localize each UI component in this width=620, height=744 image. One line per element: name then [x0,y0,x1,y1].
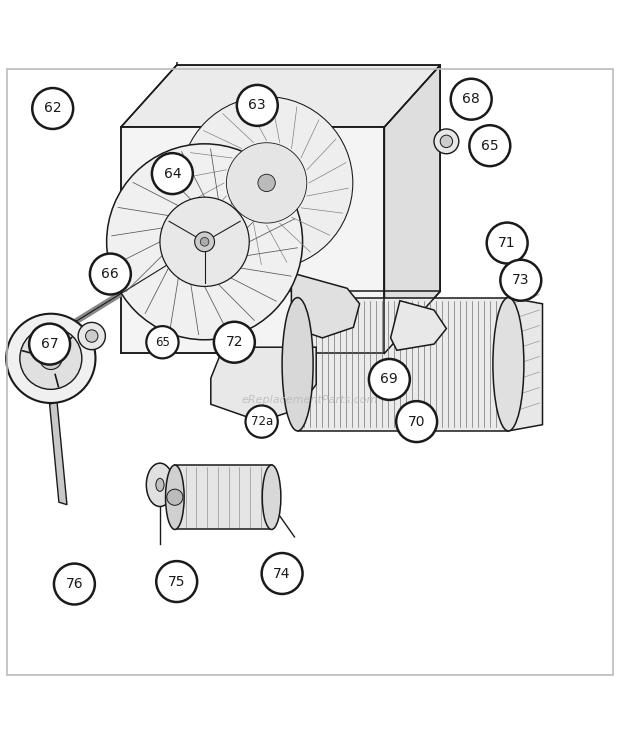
Circle shape [214,321,255,362]
Circle shape [237,85,278,126]
Text: 72a: 72a [250,415,273,428]
Text: 73: 73 [512,273,529,287]
Polygon shape [121,65,440,127]
Polygon shape [211,347,316,422]
Text: 71: 71 [498,236,516,250]
Ellipse shape [156,478,164,491]
Circle shape [500,260,541,301]
Polygon shape [175,465,272,530]
Polygon shape [50,402,67,504]
Text: 64: 64 [164,167,181,181]
Circle shape [40,347,62,370]
Circle shape [258,174,275,191]
Polygon shape [391,301,446,350]
Circle shape [262,553,303,594]
Circle shape [246,405,278,437]
Circle shape [152,153,193,194]
Ellipse shape [262,465,281,530]
Circle shape [160,197,249,286]
Circle shape [469,125,510,166]
Text: 70: 70 [408,414,425,429]
Circle shape [396,401,437,442]
Circle shape [226,143,307,223]
Circle shape [78,322,105,350]
Text: 66: 66 [102,267,119,281]
Text: 63: 63 [249,98,266,112]
Polygon shape [384,65,440,353]
Circle shape [86,330,98,342]
Text: 67: 67 [41,337,58,351]
Text: 62: 62 [44,101,61,115]
Circle shape [167,490,183,505]
Text: 68: 68 [463,92,480,106]
Circle shape [195,232,215,251]
Ellipse shape [493,298,524,431]
Text: 69: 69 [381,373,398,386]
Circle shape [90,254,131,295]
Circle shape [369,359,410,400]
Circle shape [29,324,70,365]
Text: eReplacementParts.com: eReplacementParts.com [242,395,378,405]
Ellipse shape [166,465,184,530]
Text: 72: 72 [226,336,243,349]
Ellipse shape [146,463,174,507]
Circle shape [451,79,492,120]
Circle shape [54,564,95,604]
Text: 65: 65 [481,138,498,153]
Polygon shape [298,298,508,431]
Circle shape [6,314,95,403]
Circle shape [20,327,82,389]
Polygon shape [508,298,542,431]
Text: 65: 65 [155,336,170,349]
Circle shape [487,222,528,263]
Polygon shape [291,273,360,338]
Circle shape [32,88,73,129]
Circle shape [107,144,303,340]
Circle shape [440,135,453,147]
Polygon shape [121,127,384,353]
Ellipse shape [282,298,313,431]
Circle shape [434,129,459,154]
Circle shape [156,561,197,602]
Text: 76: 76 [66,577,83,591]
Circle shape [200,237,209,246]
Circle shape [180,97,353,269]
Text: 74: 74 [273,566,291,580]
Circle shape [146,326,179,359]
Text: 75: 75 [168,574,185,589]
